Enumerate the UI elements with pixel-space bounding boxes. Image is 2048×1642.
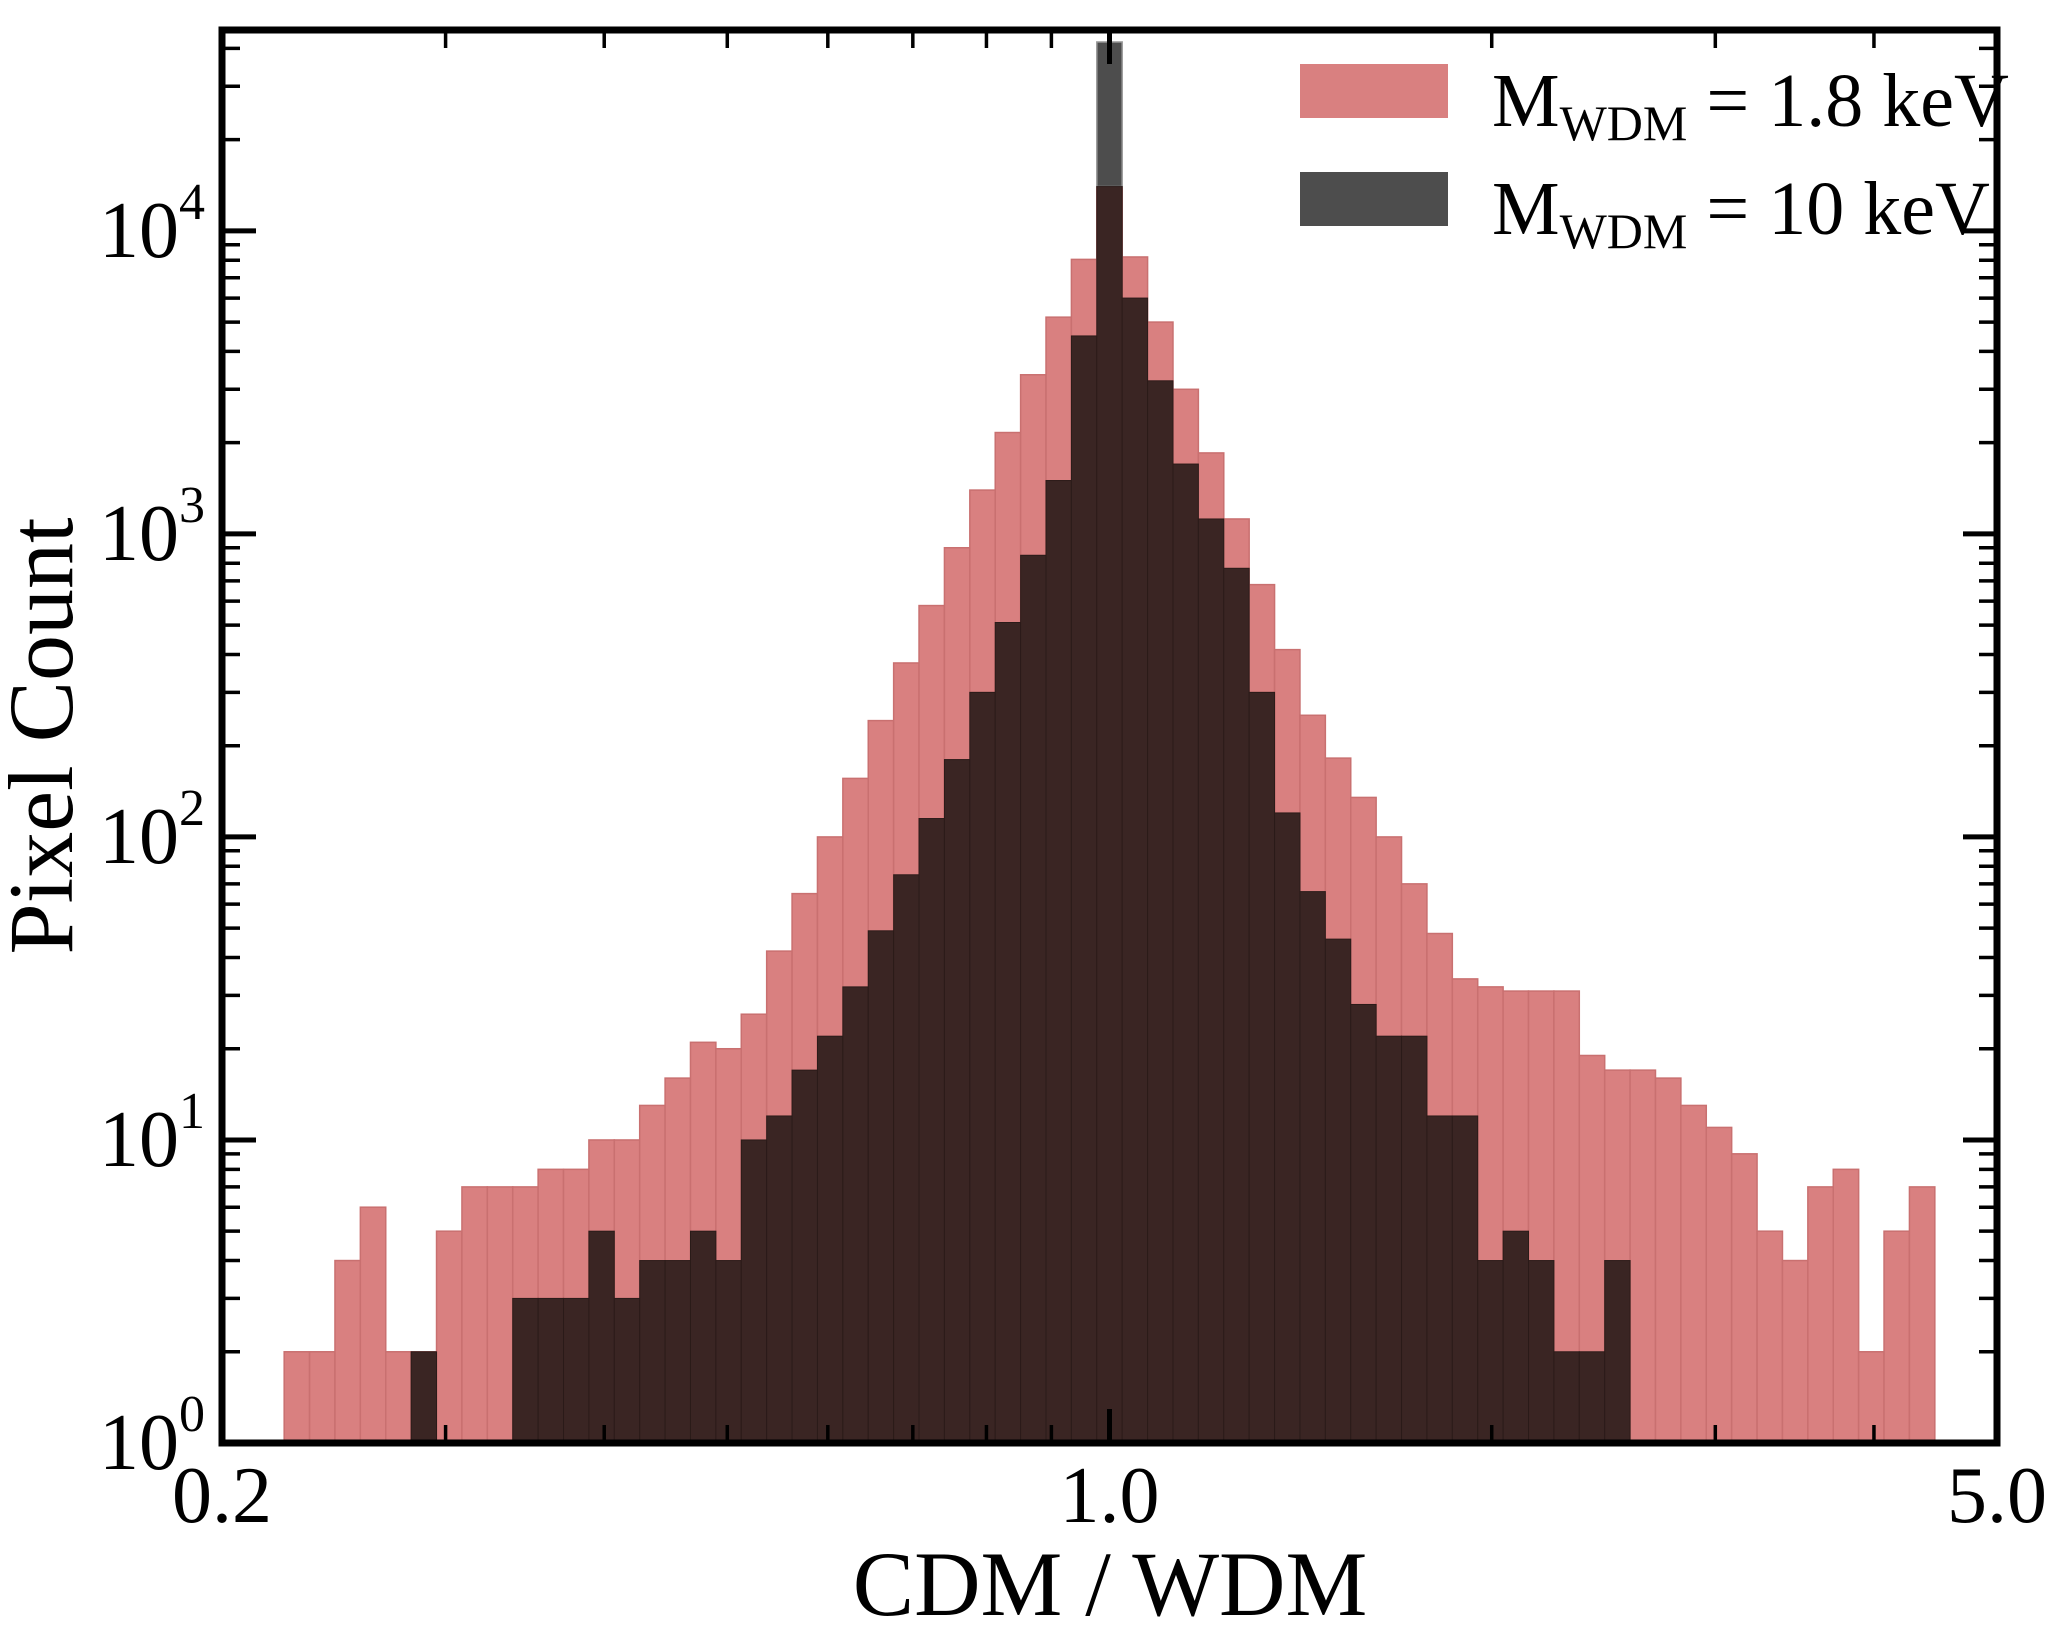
histogram-bar-overlap: [842, 986, 869, 1444]
y-tick-label-10e2: 102: [99, 780, 205, 881]
histogram-bar-overlap: [1299, 891, 1326, 1444]
histogram-bar-overlap: [664, 1260, 691, 1444]
histogram-bar-overlap: [689, 1230, 717, 1444]
histogram-bar-1.8kev: [308, 1351, 336, 1444]
histogram-bar-overlap: [1426, 1115, 1453, 1444]
histogram-bar-overlap: [1553, 1351, 1580, 1444]
histogram-bar-overlap: [1578, 1351, 1606, 1444]
histogram-bar-overlap: [613, 1297, 641, 1444]
legend-label-wdm-10kev: MWDM = 10 keV: [1492, 167, 1990, 259]
y-tick-label-10e0: 100: [99, 1386, 205, 1487]
histogram-bar-1.8kev: [1908, 1186, 1936, 1444]
histogram-bar-1.8kev: [384, 1351, 412, 1444]
histogram-bar-1.8kev: [1807, 1186, 1835, 1444]
histogram-bar-overlap: [766, 1115, 793, 1444]
histogram-bar-overlap: [563, 1297, 590, 1444]
histogram-bar-1.8kev: [1654, 1077, 1682, 1444]
x-tick-label-0.2: 0.2: [172, 1452, 272, 1540]
histogram-bar-1.8kev: [1680, 1104, 1708, 1444]
histogram-bar-1.8kev: [359, 1206, 387, 1444]
histogram-bar-overlap: [1451, 1115, 1479, 1444]
histogram-bar-overlap: [715, 1260, 742, 1444]
histogram-bar-overlap: [1350, 1003, 1377, 1444]
histogram-bar-overlap: [588, 1230, 615, 1444]
histogram-bar-overlap: [1477, 1260, 1504, 1444]
series-mwdm-10kev-bars: [410, 41, 1631, 1444]
histogram-bar-overlap: [1147, 380, 1174, 1444]
x-tick-label-1.0: 1.0: [1060, 1452, 1160, 1540]
histogram-bar-overlap: [994, 621, 1022, 1444]
legend-swatch-wdm-10kev: [1300, 172, 1448, 226]
histogram-bar-1.8kev: [334, 1259, 362, 1444]
y-tick-label-10e4: 104: [99, 174, 205, 275]
histogram-bar-1.8kev: [1883, 1230, 1911, 1444]
histogram-bar-overlap: [816, 1035, 844, 1444]
histogram-bar-overlap: [1324, 938, 1352, 1444]
histogram-bar-overlap: [512, 1297, 539, 1444]
histogram-bar-overlap: [639, 1260, 666, 1444]
histogram-bar-overlap: [1045, 480, 1072, 1444]
histogram-bar-overlap: [1502, 1230, 1530, 1444]
histogram-bar-overlap: [1375, 1035, 1403, 1444]
x-axis-label: CDM / WDM: [853, 1533, 1368, 1635]
y-axis-label: Pixel Count: [0, 517, 92, 954]
histogram-bar-overlap: [969, 691, 996, 1444]
histogram-bar-overlap: [1248, 691, 1276, 1444]
histogram-bar-1.8kev: [1832, 1168, 1860, 1444]
y-tick-labels: 100 101 102 103 104: [99, 174, 205, 1487]
x-tick-label-5.0: 5.0: [1947, 1452, 2047, 1540]
histogram-bar-overlap: [893, 874, 920, 1444]
y-tick-label-10e1: 101: [99, 1083, 205, 1184]
histogram-bar-overlap: [918, 818, 945, 1444]
histogram-bar-overlap: [867, 930, 895, 1444]
histogram-bar-1.8kev: [1629, 1069, 1657, 1444]
histogram-bar-overlap: [1020, 554, 1047, 1444]
histogram-bar-overlap: [1223, 567, 1250, 1444]
legend-label-wdm-1.8kev: MWDM = 1.8 keV: [1492, 59, 2009, 151]
histogram-bar-overlap: [1070, 335, 1098, 1444]
histogram-bar-overlap: [1604, 1260, 1631, 1444]
histogram-bar-1.8kev: [435, 1230, 463, 1444]
histogram-bar-overlap: [1197, 518, 1225, 1444]
histogram-bar-overlap: [1274, 812, 1301, 1444]
histogram-bar-1.8kev: [1705, 1126, 1733, 1444]
histogram-bar-1.8kev: [1730, 1153, 1758, 1444]
histogram-bar-1.8kev: [486, 1186, 514, 1444]
histogram-bar-1.8kev: [461, 1186, 489, 1444]
histogram-bar-overlap: [1121, 297, 1149, 1444]
histogram-bar-overlap: [791, 1069, 818, 1444]
histogram-bar-1.8kev: [1857, 1351, 1885, 1444]
histogram-bar-10kev: [1096, 41, 1123, 188]
y-tick-label-10e3: 103: [99, 477, 205, 578]
legend-swatch-wdm-1.8kev: [1300, 64, 1448, 118]
histogram-bar-1.8kev: [283, 1351, 311, 1444]
histogram-bar-overlap: [1401, 1035, 1428, 1444]
histogram-bar-1.8kev: [1756, 1230, 1784, 1444]
axis-ticks: [219, 30, 2000, 1446]
histogram-bar-1.8kev: [1781, 1259, 1809, 1444]
histogram-bar-overlap: [1528, 1260, 1555, 1444]
histogram-bar-overlap: [740, 1139, 768, 1444]
histogram-bar-overlap: [1172, 463, 1199, 1444]
histogram-bar-overlap: [410, 1351, 438, 1444]
histogram-bar-overlap: [943, 759, 971, 1444]
histogram-bar-overlap: [1096, 186, 1123, 1444]
legend: MWDM = 1.8 keV MWDM = 10 keV: [1300, 59, 2009, 259]
histogram-bar-overlap: [537, 1297, 565, 1444]
